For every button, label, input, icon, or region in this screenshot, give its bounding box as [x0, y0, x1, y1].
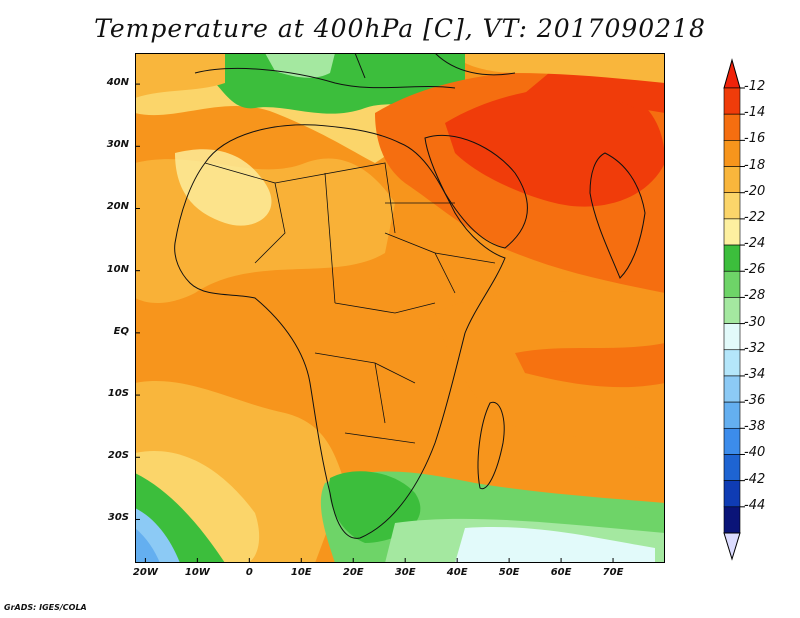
colorbar [723, 58, 745, 561]
map-ticks [135, 83, 614, 563]
colorbar-segment [723, 401, 741, 429]
colorbar-label: -12 [744, 79, 766, 94]
colorbar-label: -26 [744, 262, 766, 278]
map-frame [135, 53, 665, 563]
lon-label: 10E [290, 567, 312, 578]
field-south-pale [455, 527, 655, 563]
colorbar-label: -24 [744, 236, 766, 252]
colorbar-label: -44 [744, 497, 766, 513]
colorbar-segment [723, 166, 741, 194]
colorbar-label: -30 [744, 314, 766, 330]
lon-label: 20W [132, 567, 158, 578]
colorbar-segment [723, 349, 741, 377]
colorbar-segment [723, 480, 741, 508]
colorbar-label: -34 [744, 366, 766, 382]
colorbar-segment [723, 218, 741, 246]
europe-outline [194, 53, 516, 89]
colorbar-segment [723, 140, 741, 167]
madagascar-outline [477, 401, 505, 490]
colorbar-segment [723, 87, 741, 115]
colorbar-label: -22 [744, 209, 766, 225]
colorbar-bottom-arrow [723, 532, 741, 561]
lon-label: 10W [184, 567, 210, 578]
arabia-outline [424, 134, 528, 249]
lon-label: 20E [342, 567, 364, 578]
lat-label: 10S [107, 388, 129, 400]
india-outline [589, 152, 646, 279]
lat-label: 30S [107, 512, 129, 524]
colorbar-label: -32 [744, 340, 766, 356]
colorbar-label: -38 [744, 419, 766, 435]
colorbar-label: -16 [744, 131, 766, 147]
colorbar-segment [723, 323, 741, 351]
lon-label: 40E [446, 567, 468, 578]
colorbar-segment [723, 375, 741, 403]
chart-title: Temperature at 400hPa [C], VT: 201709021… [94, 14, 706, 43]
lon-label: 60E [550, 567, 572, 578]
lon-label: 30E [394, 567, 416, 578]
lon-label: 70E [602, 567, 624, 578]
footer-credit: GrADS: IGES/COLA [4, 603, 87, 612]
colorbar-label: -14 [744, 105, 766, 121]
colorbar-segment [723, 192, 741, 220]
lat-label: 20N [106, 201, 129, 213]
field-arabia-hot [445, 86, 665, 207]
field-west-edge [135, 53, 225, 98]
lat-label: EQ [113, 325, 129, 337]
colorbar-label: -36 [744, 393, 766, 409]
lon-label: 0 [245, 567, 253, 578]
field-sahara-light [175, 149, 272, 226]
colorbar-label: -28 [744, 288, 766, 304]
country-borders [204, 162, 496, 444]
colorbar-label: -42 [744, 471, 766, 487]
colorbar-segment [723, 454, 741, 481]
map-canvas [135, 53, 665, 563]
lon-label: 50E [498, 567, 520, 578]
colorbar-segment [723, 113, 741, 141]
colorbar-label: -18 [744, 157, 766, 173]
lat-label: 30N [106, 139, 129, 151]
field-sw-blue2 [135, 528, 160, 563]
lat-label: 10N [106, 263, 129, 275]
colorbar-segment [723, 427, 741, 455]
africa-outline [174, 124, 506, 539]
field-indian-warm [515, 343, 665, 388]
temperature-map [135, 53, 665, 563]
colorbar-segment [723, 297, 741, 324]
colorbar-label: -20 [744, 183, 766, 199]
colorbar-segment [723, 506, 741, 534]
colorbar-segment [723, 244, 741, 272]
field-northeast-light [465, 53, 665, 83]
lat-label: 20S [107, 450, 129, 462]
colorbar-segment [723, 270, 741, 298]
lat-label: 40N [106, 77, 129, 89]
colorbar-top-arrow [723, 58, 741, 89]
colorbar-label: -40 [744, 445, 766, 461]
